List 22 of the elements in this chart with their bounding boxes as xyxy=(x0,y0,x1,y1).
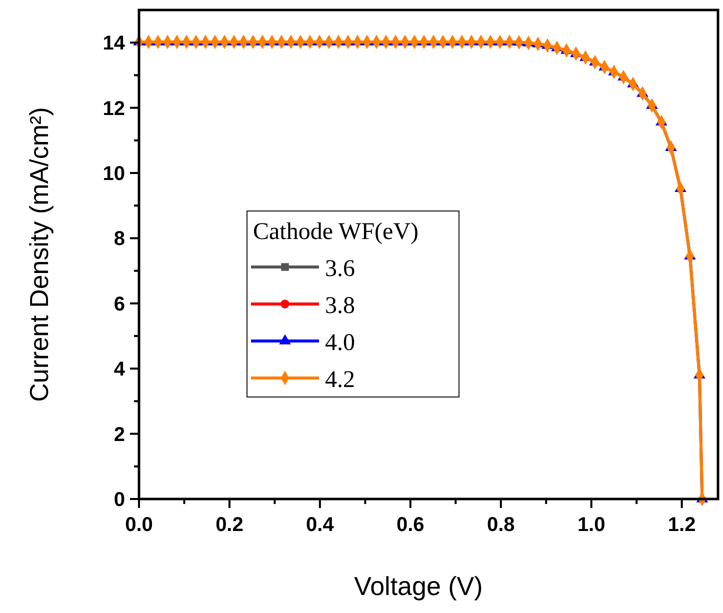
y-tick-label: 14 xyxy=(102,32,126,55)
y-tick-label: 10 xyxy=(102,163,125,185)
y-tick-label: 0 xyxy=(114,489,125,511)
x-tick-label: 1.0 xyxy=(577,514,606,536)
legend-label: 3.8 xyxy=(325,293,355,319)
x-axis-title: Voltage (V) xyxy=(354,571,483,601)
legend-label: 4.2 xyxy=(325,367,355,393)
legend-label: 4.0 xyxy=(325,330,355,356)
x-tick-label: 0.4 xyxy=(306,514,335,536)
y-tick-label: 6 xyxy=(114,293,125,316)
x-tick-label: 0.8 xyxy=(486,514,515,536)
legend-label: 3.6 xyxy=(325,256,355,282)
y-tick-label: 4 xyxy=(114,358,126,381)
y-tick-label: 8 xyxy=(114,228,125,250)
x-tick-label: 0.2 xyxy=(216,514,244,536)
legend-title: Cathode WF(eV) xyxy=(253,219,419,245)
x-tick-label: 0.0 xyxy=(125,514,153,536)
y-tick-label: 2 xyxy=(114,424,125,446)
x-tick-label: 1.2 xyxy=(668,514,696,536)
y-axis-title: Current Density (mA/cm²) xyxy=(24,107,54,402)
y-tick-label: 12 xyxy=(102,98,125,120)
x-tick-label: 0.6 xyxy=(396,514,424,536)
